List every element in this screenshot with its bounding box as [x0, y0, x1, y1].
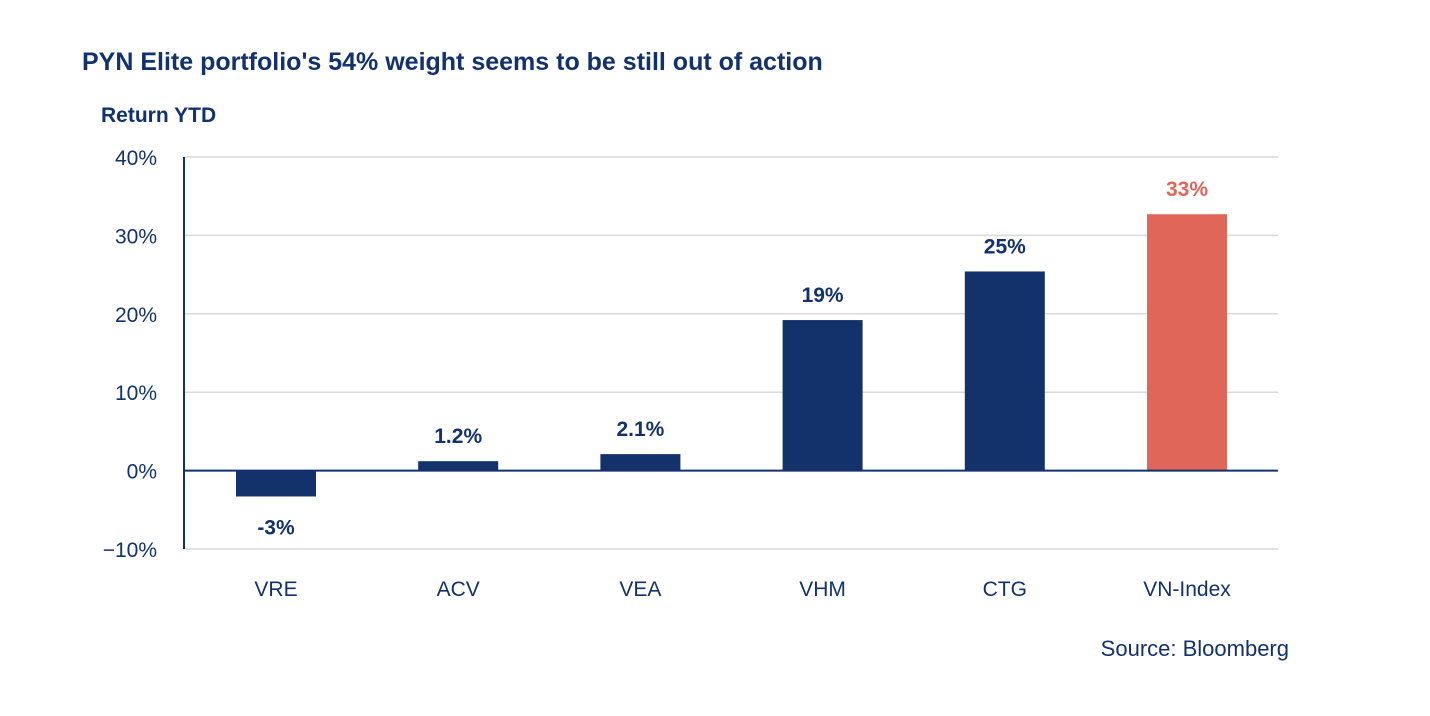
- bar-ctg: [964, 271, 1045, 471]
- category-labels: VRE ACV VEA VHM CTG VN-Index: [254, 578, 1231, 601]
- bar-vhm: [782, 320, 863, 471]
- y-tick-label-3: 10%: [115, 382, 157, 405]
- y-tick-label-1: 30%: [115, 225, 157, 248]
- category-label-acv: ACV: [437, 578, 480, 601]
- data-label-vea: 2.1%: [616, 418, 664, 441]
- bar-vn-index: [1147, 214, 1227, 471]
- chart-title: PYN Elite portfolio's 54% weight seems t…: [82, 48, 823, 76]
- data-label-vn-index: 33%: [1166, 178, 1208, 201]
- y-tick-label-4: 0%: [127, 461, 157, 484]
- y-axis-label: Return YTD: [101, 104, 217, 127]
- bar-vea: [600, 454, 681, 471]
- y-tick-label-2: 20%: [115, 304, 157, 327]
- category-label-vea: VEA: [619, 578, 661, 601]
- source-note: Source: Bloomberg: [1100, 636, 1289, 661]
- y-tick-label-5: −10%: [103, 539, 157, 562]
- category-label-vre: VRE: [254, 578, 297, 601]
- gridlines: [184, 156, 1278, 550]
- bar-vre: [236, 470, 316, 497]
- data-label-ctg: 25%: [984, 235, 1026, 258]
- y-tick-labels: 40% 30% 20% 10% 0% −10%: [103, 147, 157, 562]
- category-label-vhm: VHM: [799, 578, 846, 601]
- data-label-vhm: 19%: [802, 284, 844, 307]
- bar-acv: [418, 461, 499, 471]
- data-label-acv: 1.2%: [434, 425, 482, 448]
- bars: [236, 214, 1227, 497]
- y-tick-label-0: 40%: [115, 147, 157, 170]
- data-label-vre: -3%: [257, 516, 295, 539]
- data-labels: -3% 1.2% 2.1% 19% 25% 33%: [257, 178, 1208, 539]
- category-label-ctg: CTG: [983, 578, 1027, 601]
- category-label-vn-index: VN-Index: [1143, 578, 1231, 601]
